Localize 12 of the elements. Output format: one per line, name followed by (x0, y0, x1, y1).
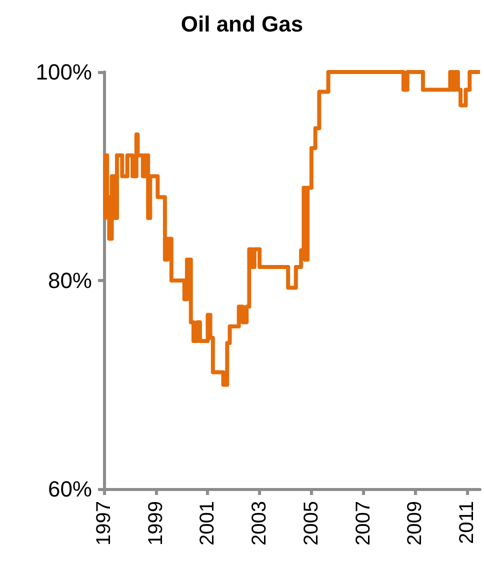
x-tick-label: 2011 (456, 501, 478, 544)
x-tick-label: 2007 (352, 501, 374, 546)
chart-title: Oil and Gas (180, 12, 304, 36)
x-tick-label: 2003 (248, 501, 271, 546)
y-tick-label: 80% (48, 268, 92, 293)
x-tick-label: 2009 (404, 501, 426, 546)
x-tick-label: 1999 (144, 501, 167, 546)
x-tick-label: 2001 (196, 501, 219, 546)
x-tick-label: 2005 (300, 501, 322, 546)
x-tick-label: 1997 (93, 501, 115, 546)
y-tick-label: 100% (36, 60, 92, 84)
y-tick-label: 60% (48, 476, 92, 502)
